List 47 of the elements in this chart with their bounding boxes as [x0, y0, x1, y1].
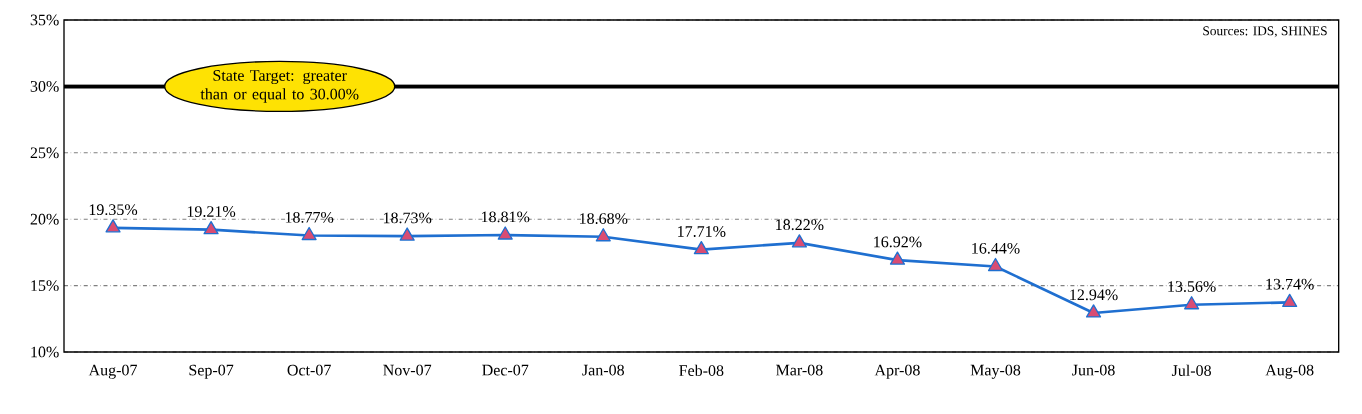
point: [791, 234, 807, 248]
data-label: 18.22%: [776, 219, 824, 231]
x-tick-label: Oct-07: [287, 364, 331, 376]
x-tick-label: Sep-07: [189, 364, 234, 379]
annotation: Sources: IDS, SHINES: [1203, 26, 1327, 38]
y-tick-label: 20%: [30, 213, 59, 225]
point: [301, 226, 317, 241]
data-label: 16.44%: [972, 242, 1020, 254]
ref-line-label: State Target: greater than or equal to 30.00%: [200, 70, 359, 103]
data-label: 17.71%: [678, 226, 726, 237]
point: [889, 251, 906, 265]
x-tick-label: Dec-07: [482, 364, 529, 376]
x-tick-label: Aug-07: [88, 364, 137, 379]
x-tick-label: Apr-08: [874, 364, 920, 379]
x-tick-label: Nov-07: [383, 364, 432, 376]
y-tick-label: 10%: [31, 346, 59, 358]
point: [1184, 296, 1200, 310]
point: [595, 228, 611, 242]
data-label: 18.77%: [285, 211, 334, 223]
point: [203, 221, 219, 235]
x-tick-label: Jan-08: [582, 364, 624, 376]
data-label: 18.81%: [481, 211, 530, 223]
data-label: 18.73%: [383, 212, 432, 224]
y-tick-label: 25%: [30, 147, 59, 159]
x-tick-label: Feb-08: [679, 364, 724, 376]
x-tick-label: Jun-08: [1072, 364, 1115, 376]
x-tick-label: Mar-08: [776, 364, 823, 376]
x-tick-label: Jul-08: [1171, 364, 1211, 376]
data-label: 12.94%: [1070, 289, 1118, 301]
x-tick-label: May-08: [970, 364, 1021, 379]
point: [1085, 304, 1102, 318]
data-label: 13.56%: [1168, 281, 1216, 293]
point: [987, 257, 1004, 272]
y-tick-label: 35%: [30, 14, 59, 26]
data-label: 18.68%: [580, 213, 628, 225]
point: [399, 227, 415, 241]
y-tick-label: 15%: [31, 280, 59, 292]
data-label: 13.74%: [1266, 278, 1314, 290]
data-label: 19.35%: [89, 204, 138, 216]
point: [105, 219, 121, 233]
y-tick-label: 30%: [30, 80, 59, 92]
data-label: 19.21%: [187, 206, 236, 217]
data-label: 16.92%: [874, 236, 922, 248]
x-tick-label: Aug-08: [1265, 364, 1314, 379]
point: [497, 226, 513, 240]
point: [1282, 293, 1298, 307]
point: [693, 240, 709, 255]
